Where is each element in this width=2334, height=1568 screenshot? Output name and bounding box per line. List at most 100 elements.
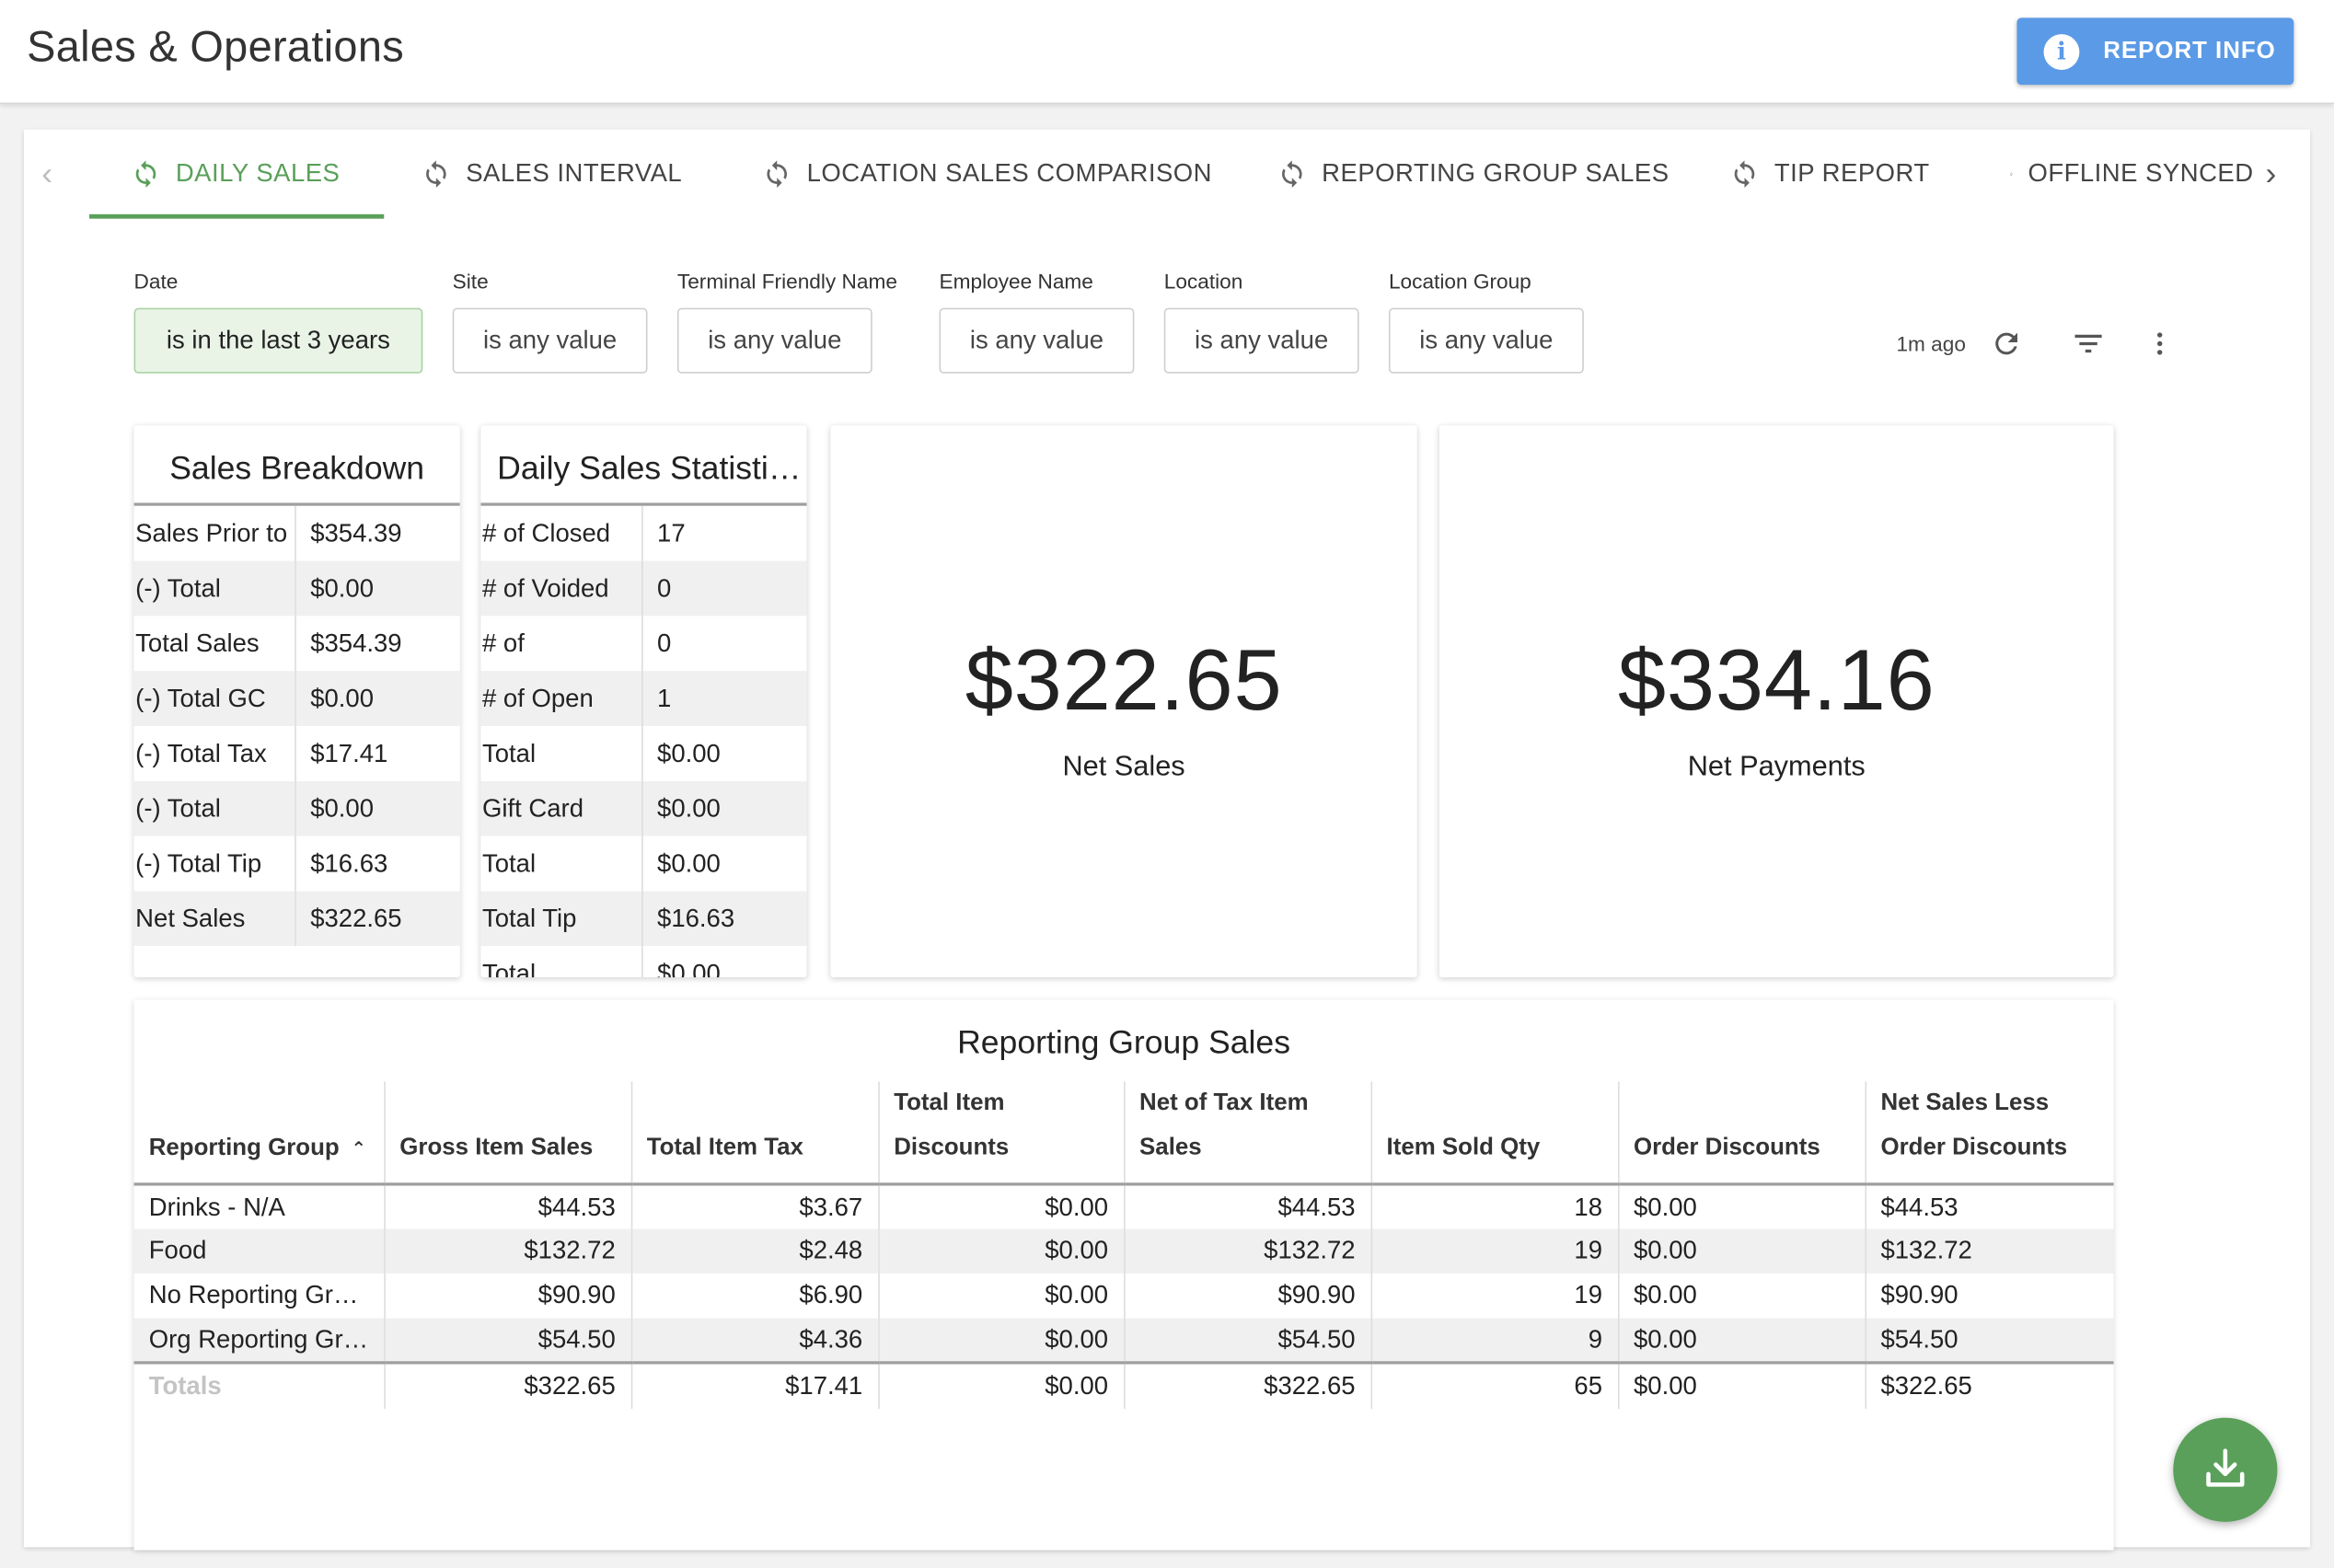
table-row: # of Closed 17 [480,505,806,561]
tab-daily-sales[interactable]: DAILY SALES [88,130,386,219]
table-row: Food $132.72 $2.48 $0.00 $132.72 19 $0.0… [133,1228,2114,1274]
row-value: $16.63 [310,848,388,878]
refresh-icon[interactable] [1990,328,2023,361]
cell: $54.50 [1865,1318,2114,1363]
column-header-net-of-tax-item-sales[interactable]: Net of Tax Item Sales [1124,1081,1372,1186]
row-value: $16.63 [641,891,807,947]
tab-label: LOCATION SALES COMPARISON [806,158,1212,188]
total-cell: $322.65 [1865,1361,2114,1410]
cell: $54.50 [384,1318,632,1363]
cell: $44.53 [1880,1192,1958,1221]
row-value: $0.00 [295,560,460,617]
net-payments-label: Net Payments [1687,751,1866,783]
filter-location-group-input[interactable]: is any value [1388,307,1584,374]
refresh-icon [135,160,156,188]
report-info-button[interactable]: i REPORT INFO [2016,17,2294,86]
total-cell: $0.00 [1618,1361,1866,1410]
tab-location-sales-comparison[interactable]: LOCATION SALES COMPARISON [762,130,1212,219]
table-row: (-) Total $0.00 [133,560,460,617]
row-label: # of [480,616,642,672]
cell: $90.90 [384,1273,632,1319]
refresh-icon [1282,160,1302,188]
tab-label: TIP REPORT [1774,158,1930,188]
tab-tip-report[interactable]: TIP REPORT [1729,130,1929,219]
tab-bar: ‹ DAILY SALES SALES INTERVAL LOCATION SA… [24,130,2310,219]
row-value: $354.39 [310,628,402,657]
table-row: (-) Total $0.00 [133,780,460,836]
cell: $0.00 [878,1183,1125,1229]
tab-offline-synced[interactable]: OFFLINE SYNCED [2009,130,2253,219]
row-label: (-) Total Tip [133,836,296,892]
row-value: $0.00 [657,848,721,878]
cell: $90.90 [1124,1273,1372,1319]
cell: $3.67 [630,1183,880,1229]
tab-label: OFFLINE SYNCED [2028,158,2254,188]
filter-label: Site [452,269,489,294]
info-icon: i [2043,33,2080,70]
sales-breakdown-card: Sales Breakdown Sales Prior to $354.39 (-… [133,425,460,978]
table-row: Total $0.00 [480,946,806,978]
filter-site-input[interactable]: is any value [452,307,648,374]
totals-row: Totals $322.65 $17.41 $0.00 $322.65 65 $… [133,1361,2114,1410]
table-header-row: Reporting Group ⌃ Gross Item Sales Total … [133,1081,2114,1186]
cell: $2.48 [630,1228,880,1274]
row-label: Sales Prior to [133,505,296,561]
chevron-up-icon[interactable]: ⌃ [351,1137,366,1159]
filter-employee-input[interactable]: is any value [939,307,1135,374]
download-button[interactable] [2173,1417,2278,1522]
row-value: $354.39 [310,518,402,548]
column-header-item-sold-qty[interactable]: Item Sold Qty [1370,1081,1619,1186]
filter-icon[interactable] [2070,326,2106,362]
tabs-scroll-left-icon[interactable]: ‹ [41,155,53,192]
more-vert-icon[interactable] [2144,328,2174,361]
download-icon [2206,1448,2245,1487]
row-label: Gift Card [480,780,642,836]
table-row: Total Tip $16.63 [480,891,807,947]
total-cell: 65 [1370,1361,1619,1410]
cell: $44.53 [1124,1183,1372,1229]
row-label: (-) Total GC [133,671,296,726]
cell: $44.53 [384,1183,632,1229]
tabs-scroll-right-icon[interactable]: › [2265,155,2277,192]
tab-reporting-group-sales[interactable]: REPORTING GROUP SALES [1277,130,1670,219]
row-value: $17.41 [310,738,388,767]
row-value: 1 [641,671,807,726]
filter-location-input[interactable]: is any value [1163,307,1359,374]
table-row: Net Sales $322.65 [133,891,460,947]
row-value: 0 [641,560,807,617]
reporting-group-sales-card: Reporting Group Sales Reporting Group ⌃ G… [133,999,2114,1551]
cell: 19 [1370,1228,1619,1274]
row-value: 0 [657,628,672,657]
filter-date-input[interactable]: is in the last 3 years [133,307,423,374]
dashboard-toolbar: 1m ago [1896,326,2174,362]
cell-reporting-group: Food [133,1228,386,1274]
row-value: $0.00 [641,780,807,836]
row-label: Total Sales [133,616,296,672]
column-header-label: Reporting Group [148,1135,340,1161]
row-label: Net Sales [133,891,296,947]
table-row: Total Sales $354.39 [133,616,460,672]
row-label: # of Voided [480,560,642,617]
column-header-gross-item-sales[interactable]: Gross Item Sales [384,1081,632,1186]
cell: $0.00 [1618,1183,1866,1229]
row-value: $0.00 [295,671,460,726]
row-value: $0.00 [657,958,721,978]
table-row: # of 0 [480,616,806,672]
tab-sales-interval[interactable]: SALES INTERVAL [422,130,683,219]
cell: $132.72 [384,1228,632,1274]
cell: $0.00 [1618,1228,1866,1274]
row-value: $0.00 [657,738,721,767]
cell: $90.90 [1880,1280,1958,1309]
column-header-net-sales-less-order-discounts[interactable]: Net Sales Less Order Discounts [1865,1081,2114,1186]
filter-terminal-input[interactable]: is any value [676,307,872,374]
column-header-total-item-tax[interactable]: Total Item Tax [630,1081,880,1186]
filter-label: Date [133,269,179,294]
tab-label: DAILY SALES [175,158,341,188]
cell-reporting-group: No Reporting Gro… [133,1273,386,1319]
column-header-total-item-discounts[interactable]: Total Item Discounts [878,1081,1125,1186]
column-header-order-discounts[interactable]: Order Discounts [1618,1081,1866,1186]
column-header-reporting-group[interactable]: Reporting Group ⌃ [133,1081,386,1186]
filter-label: Employee Name [939,269,1093,294]
reporting-group-title: Reporting Group Sales [957,1023,1291,1061]
daily-stats-table: # of Closed 17 # of Voided 0 # of 0 # of Op… [480,505,807,978]
